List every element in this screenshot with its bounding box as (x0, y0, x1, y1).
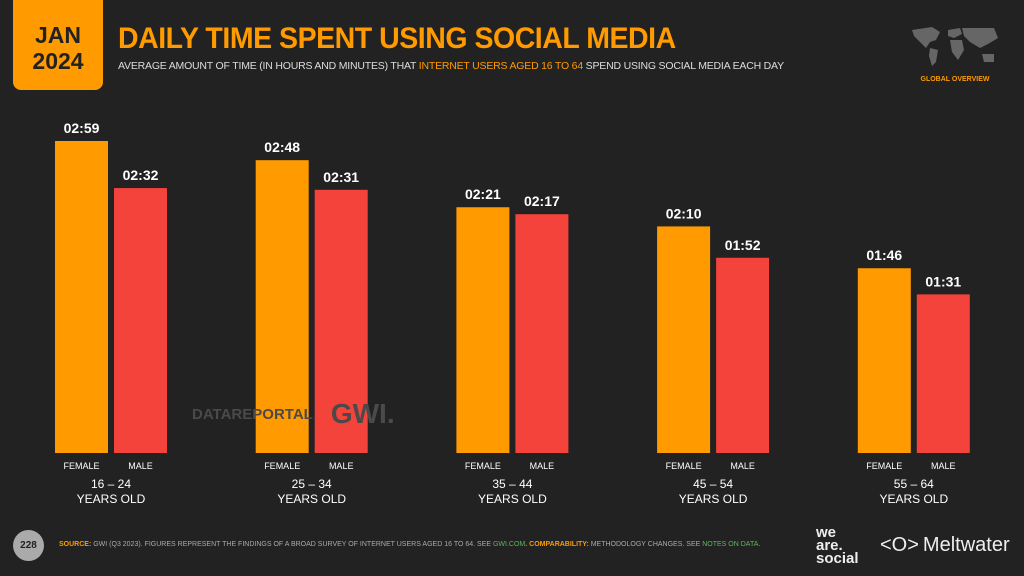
bar-female (255, 160, 309, 453)
data-label: 02:32 (123, 167, 159, 183)
bar-male (515, 214, 569, 453)
series-label: FEMALE (63, 461, 99, 471)
region-label: GLOBAL OVERVIEW (920, 76, 990, 83)
data-label: 02:48 (264, 139, 300, 155)
gwi-logo: GWI. (330, 398, 395, 429)
comparability-label: . COMPARABILITY: (525, 541, 589, 548)
period: . (758, 541, 761, 548)
category-label: 25 – 34 (292, 477, 332, 491)
category-label: 16 – 24 (91, 477, 131, 491)
notes-on-data-link[interactable]: NOTES ON DATA (702, 541, 759, 548)
series-label: MALE (730, 461, 755, 471)
source-note: SOURCE: GWI (Q3 2023). FIGURES REPRESENT… (59, 541, 760, 548)
data-label: 01:31 (925, 273, 961, 289)
subtitle: AVERAGE AMOUNT OF TIME (IN HOURS AND MIN… (118, 60, 784, 72)
meltwater-text: Meltwater (922, 534, 1010, 556)
source-text: GWI (Q3 2023). FIGURES REPRESENT THE FIN… (91, 541, 493, 548)
category-sublabel: YEARS OLD (478, 492, 547, 506)
data-label: 02:21 (465, 186, 501, 202)
series-label: FEMALE (465, 461, 501, 471)
bar-female (857, 268, 911, 453)
bar-female (456, 207, 510, 453)
meltwater-icon: <O> (880, 534, 919, 556)
gwi-link[interactable]: GWI.COM (492, 541, 526, 548)
bar-female (657, 226, 711, 453)
subtitle-text: AVERAGE AMOUNT OF TIME (IN HOURS AND MIN… (118, 60, 419, 72)
data-label: 01:46 (866, 247, 902, 263)
data-label: 02:31 (323, 169, 359, 185)
bar-male (314, 189, 368, 453)
watermark: DATAREPORTAL GWI. (192, 398, 395, 430)
series-label: FEMALE (666, 461, 702, 471)
bar-male (916, 294, 970, 453)
page-title: DAILY TIME SPENT USING SOCIAL MEDIA (118, 22, 676, 55)
bar-male (716, 257, 770, 453)
footer: 228 SOURCE: GWI (Q3 2023). FIGURES REPRE… (0, 524, 1024, 567)
year: 2024 (32, 48, 84, 74)
data-label: 01:52 (725, 237, 761, 253)
datareportal-logo: DATAREPORTAL (192, 405, 313, 423)
category-label: 35 – 44 (492, 477, 532, 491)
data-label: 02:17 (524, 193, 560, 209)
series-label: MALE (128, 461, 153, 471)
month: JAN (34, 22, 81, 48)
data-label: 02:10 (666, 205, 702, 221)
comparability-text: METHODOLOGY CHANGES. SEE (588, 541, 703, 548)
category-label: 45 – 54 (693, 477, 733, 491)
source-label: SOURCE: (59, 541, 92, 548)
we-are-social-logo: we are. social (816, 524, 859, 567)
meltwater-logo: <O> Meltwater (880, 534, 1010, 557)
subtitle-highlight: INTERNET USERS AGED 16 TO 64 (418, 60, 583, 72)
date-badge: JAN 2024 (13, 0, 103, 90)
category-sublabel: YEARS OLD (679, 492, 748, 506)
series-label: MALE (329, 461, 354, 471)
world-map-icon (912, 27, 998, 66)
series-label: MALE (931, 461, 956, 471)
series-label: FEMALE (264, 461, 300, 471)
category-sublabel: YEARS OLD (77, 492, 146, 506)
category-sublabel: YEARS OLD (277, 492, 346, 506)
series-label: FEMALE (866, 461, 902, 471)
data-label: 02:59 (64, 120, 100, 136)
bar-male (114, 188, 167, 453)
bar-female (55, 141, 108, 453)
page-number: 228 (13, 530, 44, 561)
subtitle-text-end: SPEND USING SOCIAL MEDIA EACH DAY (582, 60, 784, 72)
category-label: 55 – 64 (894, 477, 934, 491)
series-label: MALE (530, 461, 555, 471)
category-sublabel: YEARS OLD (879, 492, 948, 506)
